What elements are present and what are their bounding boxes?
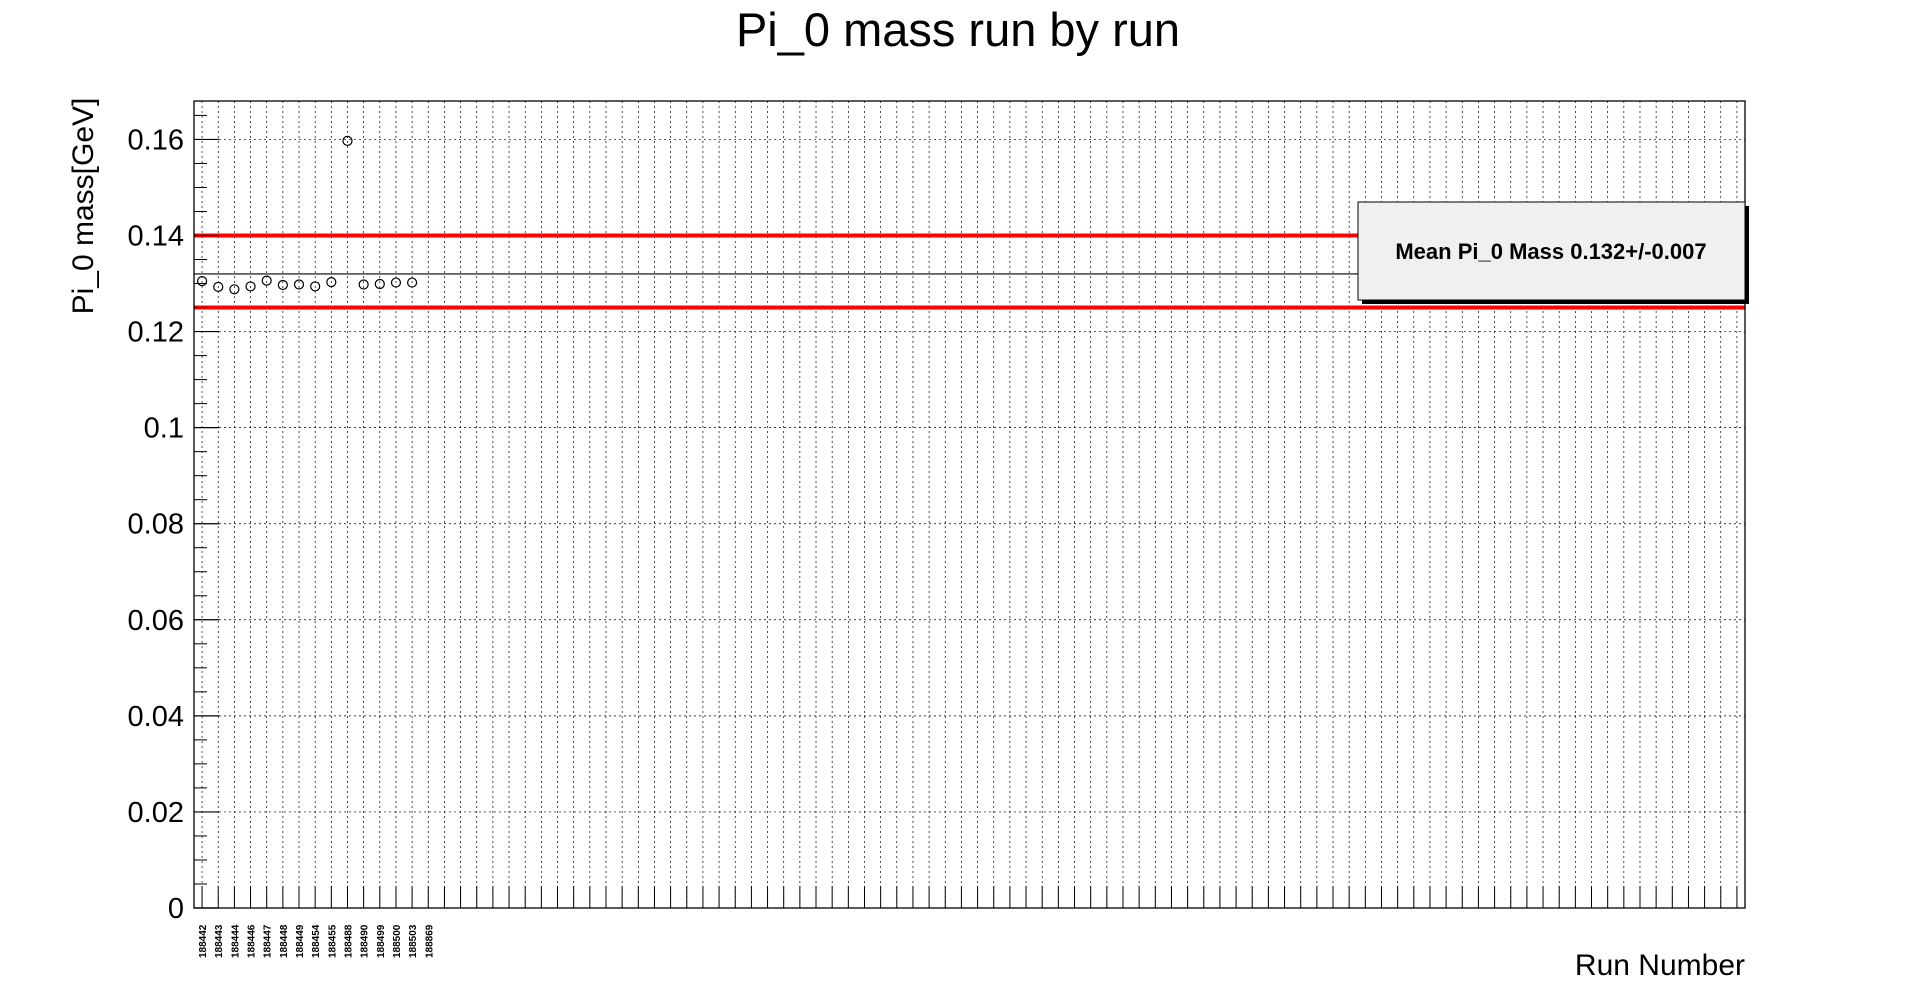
- y-tick-label: 0.02: [128, 797, 184, 829]
- y-tick-label: 0.08: [128, 509, 184, 541]
- data-point: [310, 281, 321, 292]
- x-tick-label: 188444: [230, 924, 241, 958]
- data-point: [293, 279, 305, 290]
- legend-box: Mean Pi_0 Mass 0.132+/-0.007: [1357, 201, 1749, 304]
- legend-text: Mean Pi_0 Mass 0.132+/-0.007: [1395, 239, 1706, 264]
- x-tick-label: 188500: [392, 924, 403, 958]
- y-tick-label: 0.14: [128, 221, 184, 253]
- data-point: [196, 276, 208, 287]
- x-tick-label: 188449: [295, 924, 306, 958]
- y-tick-label: 0: [168, 893, 184, 925]
- y-tick-label: 0.16: [128, 124, 184, 156]
- y-tick-label: 0.1: [144, 413, 184, 445]
- x-tick-label: 188490: [360, 924, 371, 958]
- data-point: [358, 279, 369, 290]
- y-tick-label: 0.12: [128, 317, 184, 349]
- chart-title: Pi_0 mass run by run: [736, 3, 1180, 56]
- y-axis-label: Pi_0 mass[GeV]: [67, 98, 100, 315]
- x-tick-label: 188447: [263, 924, 274, 958]
- data-points: [196, 135, 418, 295]
- x-tick-label: 188443: [214, 924, 225, 958]
- data-point: [277, 279, 288, 291]
- data-point: [245, 281, 256, 292]
- data-point: [374, 278, 385, 290]
- x-axis-label: Run Number: [1575, 949, 1745, 982]
- y-tick-label: 0.06: [128, 605, 184, 637]
- data-point: [213, 281, 224, 292]
- x-tick-label: 188454: [311, 924, 322, 958]
- x-tick-label: 188499: [376, 924, 387, 958]
- x-axis: 188442 188443 188444 188446 188447 188448 1884…: [198, 886, 1738, 958]
- x-tick-label: 188448: [279, 924, 290, 958]
- y-axis: 0 0.02 0.04 0.06 0.08 0.1 0.12 0.14 0.16: [128, 114, 219, 925]
- y-tick-label: 0.04: [128, 701, 184, 733]
- data-point: [229, 284, 240, 295]
- data-point: [261, 275, 272, 286]
- legend-background: [1357, 201, 1746, 301]
- x-tick-label: 188503: [408, 924, 419, 958]
- data-point: [326, 276, 337, 288]
- x-tick-label: 188442: [198, 924, 209, 958]
- data-point: [407, 277, 418, 288]
- x-tick-label: 188869: [424, 924, 435, 958]
- x-tick-label: 188446: [247, 924, 258, 958]
- data-point: [390, 277, 402, 288]
- plot-frame: [193, 100, 1746, 909]
- data-point: [342, 135, 353, 146]
- x-tick-label: 188455: [327, 924, 338, 958]
- x-tick-label: 188488: [343, 924, 354, 958]
